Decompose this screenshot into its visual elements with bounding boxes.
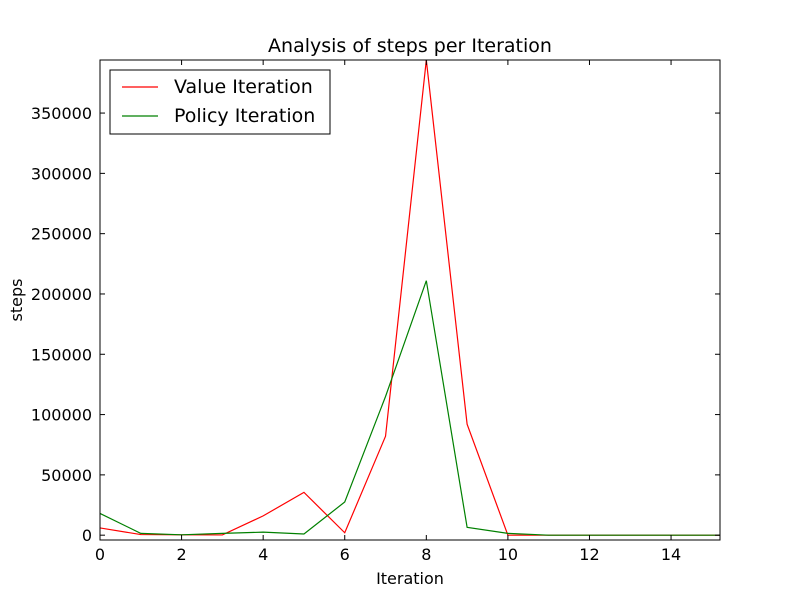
legend-label-value-iteration: Value Iteration <box>174 76 313 98</box>
x-tick-label: 12 <box>579 545 599 564</box>
y-tick-label: 200000 <box>31 285 92 304</box>
y-tick-label: 50000 <box>41 466 92 485</box>
x-tick-label: 0 <box>95 545 105 564</box>
y-tick-label: 350000 <box>31 104 92 123</box>
x-tick-label: 14 <box>661 545 681 564</box>
x-tick-label: 10 <box>498 545 518 564</box>
y-axis-title: steps <box>7 279 26 322</box>
x-tick-label: 2 <box>176 545 186 564</box>
y-tick-label: 0 <box>82 526 92 545</box>
legend-box <box>109 69 331 135</box>
y-tick-label: 300000 <box>31 164 92 183</box>
legend-label-policy-iteration: Policy Iteration <box>174 105 315 127</box>
y-tick-label: 150000 <box>31 345 92 364</box>
x-tick-label: 4 <box>258 545 268 564</box>
plot-area-frame <box>99 59 721 541</box>
chart-title: Analysis of steps per Iteration <box>268 35 552 57</box>
x-tick-label: 8 <box>421 545 431 564</box>
x-tick-label: 6 <box>340 545 350 564</box>
y-tick-label: 250000 <box>31 225 92 244</box>
y-tick-label: 100000 <box>31 406 92 425</box>
legend: Value Iteration Policy Iteration <box>109 69 331 135</box>
series-line-policy-iteration <box>100 280 720 536</box>
x-axis-title: Iteration <box>376 569 444 588</box>
